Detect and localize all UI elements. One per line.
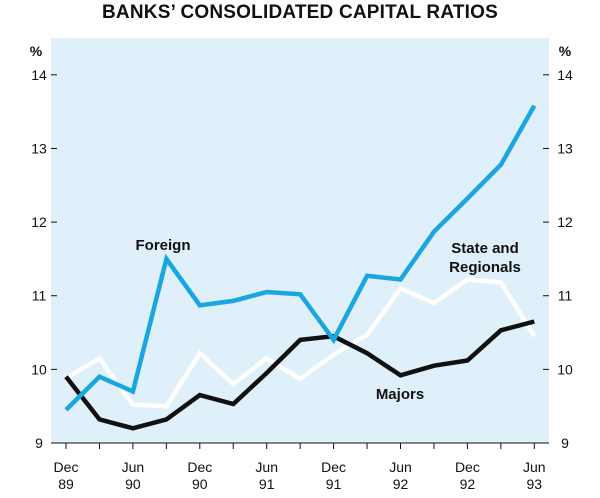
- y-unit-right: %: [559, 43, 572, 59]
- x-tick-label: Dec: [455, 459, 480, 475]
- x-tick-label: 90: [125, 476, 141, 492]
- x-tick-label: 92: [393, 476, 409, 492]
- x-tick-label: 92: [460, 476, 476, 492]
- y-tick-label-left: 14: [31, 67, 47, 83]
- y-tick-label-left: 13: [31, 140, 47, 156]
- series-line-foreign: [64, 104, 537, 412]
- y-unit-left: %: [30, 43, 43, 59]
- x-tick-label: Dec: [321, 459, 346, 475]
- y-tick-label-right: 9: [561, 435, 569, 451]
- x-tick-label: 91: [259, 476, 275, 492]
- series-label-state-line2: Regionals: [449, 259, 521, 276]
- y-tick-label-left: 11: [32, 288, 47, 304]
- plot-area: [51, 38, 549, 443]
- y-tick-label-right: 10: [557, 361, 573, 377]
- series-line-state-and-regionals: [64, 277, 537, 409]
- y-tick-label-left: 10: [31, 361, 47, 377]
- x-tick-label: 91: [326, 476, 342, 492]
- x-tick-label: Jun: [389, 459, 412, 475]
- x-tick-label: 93: [527, 476, 543, 492]
- y-tick-label-right: 14: [557, 67, 573, 83]
- x-tick-label: Jun: [122, 459, 145, 475]
- series-line-majors: [64, 319, 535, 431]
- y-tick-label-left: 12: [31, 214, 47, 230]
- y-tick-label-right: 11: [558, 288, 573, 304]
- x-tick-label: Jun: [523, 459, 546, 475]
- series-lines: [64, 104, 537, 431]
- series-label-majors: Majors: [376, 386, 424, 403]
- x-tick-label: 89: [58, 476, 74, 492]
- series-label-foreign: Foreign: [136, 237, 191, 254]
- chart-title: BANKS’ CONSOLIDATED CAPITAL RATIOS: [102, 2, 498, 23]
- series-label-state-line1: State and: [451, 240, 519, 257]
- x-tick-label: 90: [192, 476, 208, 492]
- y-tick-label-right: 12: [557, 214, 573, 230]
- y-tick-label-right: 13: [557, 140, 573, 156]
- x-tick-label: Dec: [187, 459, 212, 475]
- x-tick-label: Jun: [255, 459, 278, 475]
- y-tick-label-left: 9: [35, 435, 43, 451]
- x-tick-label: Dec: [54, 459, 79, 475]
